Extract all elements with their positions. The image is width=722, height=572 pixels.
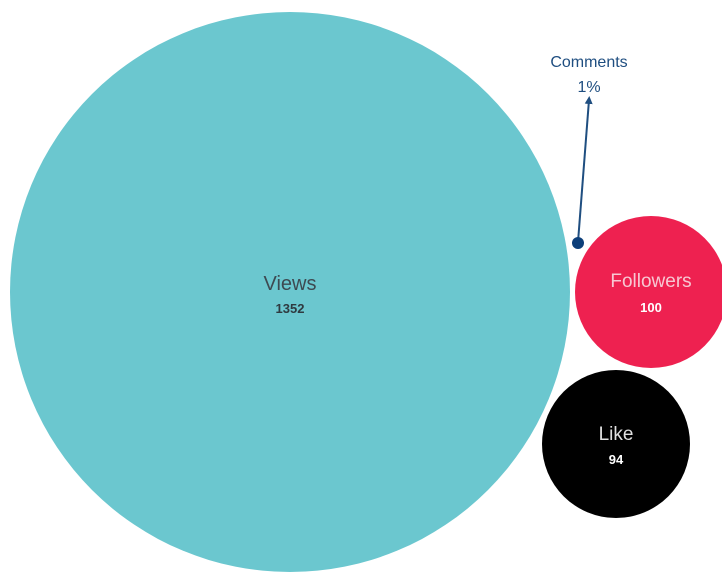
bubble-like-label: Like	[599, 424, 634, 445]
bubble-followers-value: 100	[640, 300, 662, 315]
bubble-views: Views 1352	[10, 12, 570, 572]
comments-annotation: Comments 1%	[550, 54, 628, 249]
bubble-followers: Followers 100	[575, 216, 722, 368]
bubble-followers-circle	[575, 216, 722, 368]
comments-label: Comments	[550, 54, 627, 71]
bubble-views-value: 1352	[276, 301, 305, 316]
comments-leader-line	[577, 96, 593, 243]
comments-marker	[572, 237, 584, 249]
bubble-views-circle	[10, 12, 570, 572]
bubble-like-circle	[542, 370, 690, 518]
bubble-like-value: 94	[609, 452, 624, 467]
bubble-followers-label: Followers	[610, 271, 691, 292]
bubble-like: Like 94	[542, 370, 690, 518]
bubble-views-label: Views	[264, 273, 317, 295]
comments-value: 1%	[577, 79, 600, 96]
